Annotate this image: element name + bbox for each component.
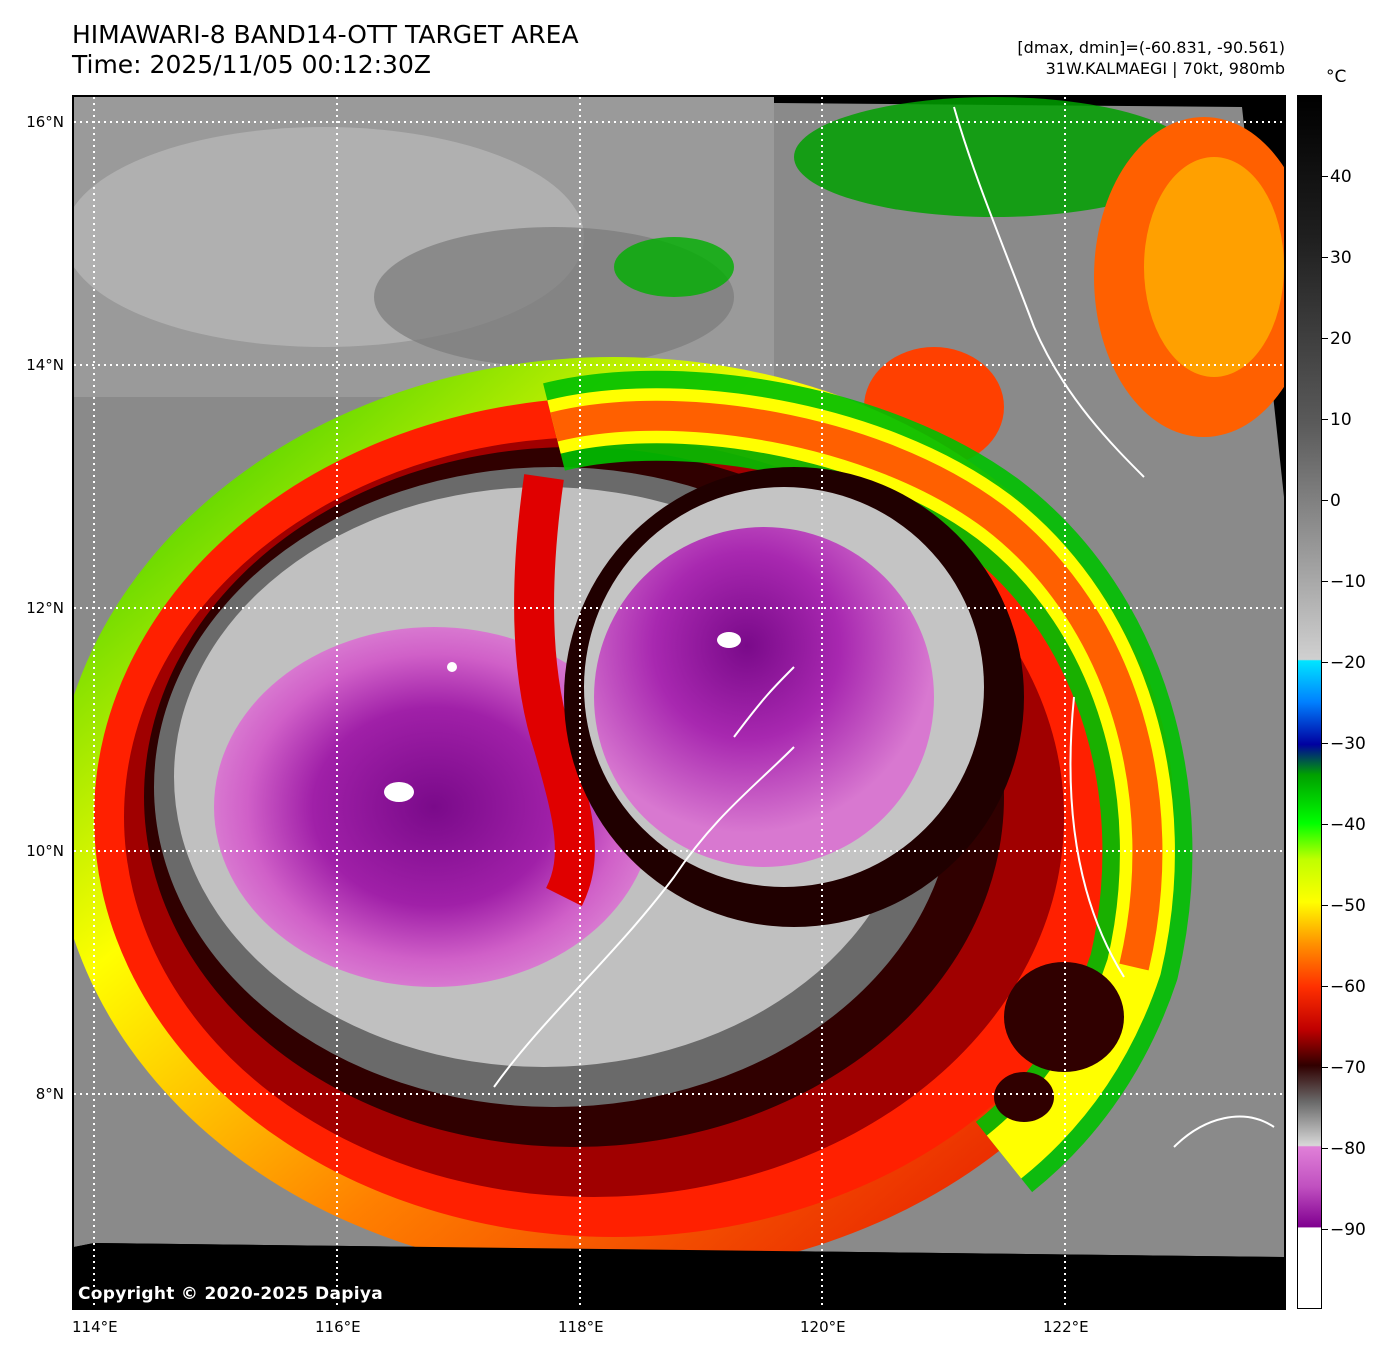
lat-label-12n: 12°N — [26, 599, 64, 617]
lon-label-120e: 120°E — [800, 1318, 846, 1336]
lat-label-16n: 16°N — [26, 113, 64, 131]
colorbar — [1297, 95, 1322, 1309]
colorbar-tick — [1322, 176, 1328, 177]
colorbar-tick — [1322, 1229, 1328, 1230]
colorbar-tick — [1322, 581, 1328, 582]
copyright-text: Copyright © 2020-2025 Dapiya — [78, 1284, 383, 1304]
lat-label-14n: 14°N — [26, 356, 64, 374]
lon-label-114e: 114°E — [72, 1318, 118, 1336]
satellite-image-map — [72, 95, 1286, 1310]
colorbar-label-minus30: −30 — [1330, 734, 1366, 754]
graticule — [74, 97, 1284, 1308]
satellite-imagery — [74, 97, 1284, 1308]
colorbar-tick — [1322, 1067, 1328, 1068]
colorbar-label-20: 20 — [1330, 329, 1352, 349]
colorbar-label-30: 30 — [1330, 248, 1352, 268]
colorbar-label-minus70: −70 — [1330, 1058, 1366, 1078]
lon-label-118e: 118°E — [558, 1318, 604, 1336]
title-line-time: Time: 2025/11/05 00:12:30Z — [72, 50, 431, 79]
colorbar-tick — [1322, 662, 1328, 663]
colorbar-tick — [1322, 905, 1328, 906]
title-line-product: HIMAWARI-8 BAND14-OTT TARGET AREA — [72, 20, 579, 49]
colorbar-unit: °C — [1326, 67, 1347, 87]
colorbar-tick — [1322, 419, 1328, 420]
colorbar-label-minus90: −90 — [1330, 1220, 1366, 1240]
lon-label-122e: 122°E — [1043, 1318, 1089, 1336]
colorbar-tick — [1322, 257, 1328, 258]
temperature-range-text: [dmax, dmin]=(-60.831, -90.561) — [1017, 38, 1285, 57]
colorbar-tick — [1322, 743, 1328, 744]
colorbar-label-minus20: −20 — [1330, 653, 1366, 673]
chart-title: HIMAWARI-8 BAND14-OTT TARGET AREA Time: … — [72, 20, 579, 80]
colorbar-label-minus60: −60 — [1330, 977, 1366, 997]
colorbar-tick — [1322, 500, 1328, 501]
colorbar-tick — [1322, 986, 1328, 987]
lon-label-116e: 116°E — [315, 1318, 361, 1336]
colorbar-label-minus10: −10 — [1330, 572, 1366, 592]
colorbar-label-40: 40 — [1330, 167, 1352, 187]
storm-info: [dmax, dmin]=(-60.831, -90.561) 31W.KALM… — [1017, 37, 1285, 79]
lat-label-10n: 10°N — [26, 842, 64, 860]
storm-name-text: 31W.KALMAEGI | 70kt, 980mb — [1045, 59, 1285, 78]
colorbar-label-minus40: −40 — [1330, 815, 1366, 835]
colorbar-tick — [1322, 1148, 1328, 1149]
colorbar-label-10: 10 — [1330, 410, 1352, 430]
colorbar-tick — [1322, 824, 1328, 825]
colorbar-label-minus50: −50 — [1330, 896, 1366, 916]
colorbar-label-minus80: −80 — [1330, 1139, 1366, 1159]
colorbar-label-0: 0 — [1330, 491, 1341, 511]
lat-label-8n: 8°N — [35, 1085, 64, 1103]
colorbar-tick — [1322, 338, 1328, 339]
